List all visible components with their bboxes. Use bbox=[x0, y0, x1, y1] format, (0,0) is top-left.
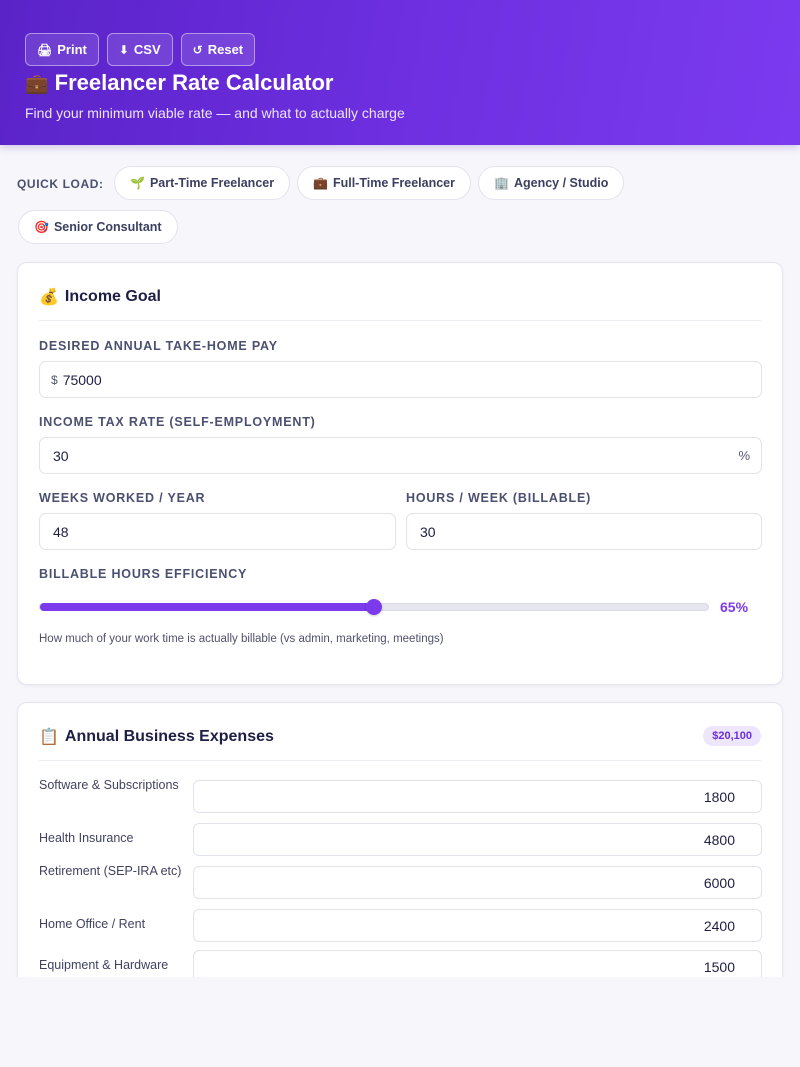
preset-part-time[interactable]: 🌱 Part-Time Freelancer bbox=[114, 166, 291, 200]
reset-icon: ↺ bbox=[192, 42, 203, 57]
expense-input-retirement[interactable] bbox=[194, 867, 761, 898]
expense-label: Home Office / Rent bbox=[39, 917, 146, 931]
income-goal-card: 💰 Income Goal DESIRED ANNUAL TAKE-HOME P… bbox=[17, 262, 783, 685]
expense-input-health[interactable] bbox=[194, 824, 761, 855]
page-background bbox=[0, 977, 800, 1067]
target-icon: 🎯 bbox=[34, 220, 49, 234]
reset-label: Reset bbox=[207, 42, 244, 57]
preset-agency[interactable]: 🏢 Agency / Studio bbox=[478, 166, 625, 200]
briefcase-icon: 💼 bbox=[25, 72, 49, 95]
page-title-text: Freelancer Rate Calculator bbox=[54, 70, 334, 95]
income-goal-title-text: Income Goal bbox=[64, 287, 161, 305]
quick-load-label: QUICK LOAD: bbox=[17, 177, 104, 191]
divider bbox=[39, 320, 761, 321]
expense-label: Health Insurance bbox=[39, 831, 134, 845]
dollar-prefix: $ bbox=[51, 372, 58, 387]
expense-field bbox=[193, 909, 762, 942]
page-subtitle: Find your minimum viable rate — and what… bbox=[25, 105, 405, 121]
income-goal-title: 💰 Income Goal bbox=[39, 287, 161, 306]
take-home-input[interactable] bbox=[57, 362, 761, 397]
briefcase-icon: 💼 bbox=[313, 176, 328, 190]
office-building-icon: 🏢 bbox=[494, 176, 509, 190]
preset-label: Part-Time Freelancer bbox=[149, 176, 275, 190]
preset-label: Full-Time Freelancer bbox=[332, 176, 455, 190]
expense-field bbox=[193, 780, 762, 813]
reset-button[interactable]: ↺ Reset bbox=[180, 33, 256, 66]
preset-senior-consultant[interactable]: 🎯 Senior Consultant bbox=[18, 210, 178, 244]
hours-input[interactable] bbox=[407, 514, 761, 549]
divider bbox=[39, 760, 761, 761]
money-bag-icon: 💰 bbox=[39, 287, 59, 306]
expenses-title: 📋 Annual Business Expenses bbox=[39, 727, 274, 746]
weeks-input[interactable] bbox=[40, 514, 395, 549]
take-home-label: DESIRED ANNUAL TAKE-HOME PAY bbox=[39, 339, 278, 353]
print-label: Print bbox=[57, 42, 87, 57]
preset-full-time[interactable]: 💼 Full-Time Freelancer bbox=[297, 166, 471, 200]
print-button[interactable]: 🖨 Print bbox=[25, 33, 99, 66]
take-home-field: $ bbox=[39, 361, 762, 398]
tax-rate-input[interactable] bbox=[40, 438, 761, 473]
app-header: 🖨 Print ⬇ CSV ↺ Reset 💼 Freelancer Rate … bbox=[0, 0, 800, 145]
weeks-label: WEEKS WORKED / YEAR bbox=[39, 491, 206, 505]
slider-thumb[interactable] bbox=[366, 599, 382, 615]
download-icon: ⬇ bbox=[118, 42, 129, 57]
expenses-total-badge: $20,100 bbox=[703, 726, 761, 746]
weeks-field bbox=[39, 513, 396, 550]
hours-label: HOURS / WEEK (BILLABLE) bbox=[406, 491, 592, 505]
expenses-card: 📋 Annual Business Expenses $20,100 Softw… bbox=[17, 702, 783, 992]
expense-field bbox=[193, 866, 762, 899]
expense-label: Equipment & Hardware bbox=[39, 958, 169, 972]
hours-field bbox=[406, 513, 762, 550]
preset-label: Senior Consultant bbox=[53, 220, 162, 234]
efficiency-slider[interactable] bbox=[39, 599, 709, 615]
tax-rate-field: % bbox=[39, 437, 762, 474]
efficiency-help: How much of your work time is actually b… bbox=[39, 633, 444, 645]
printer-icon: 🖨 bbox=[37, 42, 53, 57]
expense-input-equipment[interactable] bbox=[194, 951, 761, 982]
expense-input-software[interactable] bbox=[194, 781, 761, 812]
expense-label: Software & Subscriptions bbox=[39, 778, 179, 792]
expenses-title-text: Annual Business Expenses bbox=[64, 727, 274, 745]
percent-suffix: % bbox=[738, 448, 750, 463]
expense-input-office[interactable] bbox=[194, 910, 761, 941]
expense-field bbox=[193, 823, 762, 856]
efficiency-label: BILLABLE HOURS EFFICIENCY bbox=[39, 567, 248, 581]
seedling-icon: 🌱 bbox=[130, 176, 145, 190]
csv-button[interactable]: ⬇ CSV bbox=[106, 33, 173, 66]
tax-rate-label: INCOME TAX RATE (SELF-EMPLOYMENT) bbox=[39, 415, 316, 429]
efficiency-value: 65% bbox=[720, 599, 749, 615]
preset-label: Agency / Studio bbox=[513, 176, 609, 190]
clipboard-icon: 📋 bbox=[39, 727, 59, 746]
toolbar: 🖨 Print ⬇ CSV ↺ Reset bbox=[25, 33, 256, 66]
csv-label: CSV bbox=[133, 42, 161, 57]
slider-fill bbox=[40, 603, 374, 611]
expense-label: Retirement (SEP-IRA etc) bbox=[39, 864, 182, 878]
page-title: 💼 Freelancer Rate Calculator bbox=[25, 70, 333, 96]
